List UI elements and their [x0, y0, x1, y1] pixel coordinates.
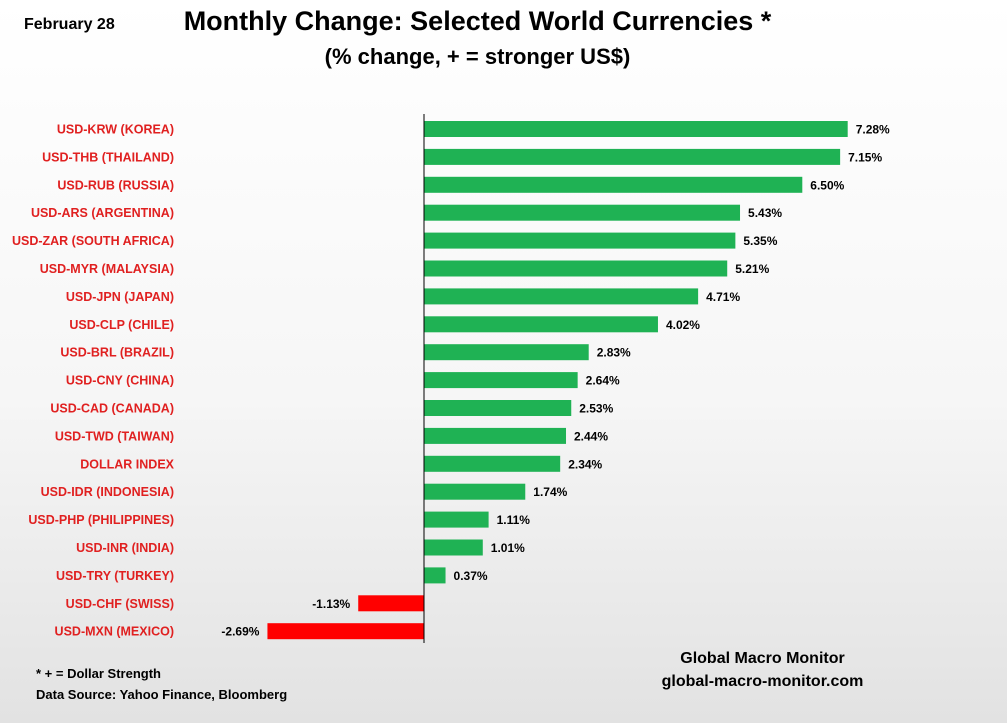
- data-label: -1.13%: [312, 597, 350, 611]
- data-label: 1.01%: [491, 541, 525, 555]
- data-label: 2.53%: [579, 402, 613, 416]
- data-label: 1.11%: [497, 513, 531, 527]
- data-label: 5.35%: [743, 234, 777, 248]
- brand-url: global-macro-monitor.com: [661, 673, 864, 690]
- data-label: 2.34%: [568, 457, 602, 471]
- data-label: 2.83%: [597, 346, 631, 360]
- bar: [424, 121, 848, 137]
- category-label: USD-MXN (MEXICO): [55, 625, 174, 639]
- bar: [424, 204, 741, 221]
- bar: [424, 567, 446, 584]
- category-label: USD-THB (THAILAND): [42, 150, 174, 164]
- category-label: USD-CLP (CHILE): [69, 318, 174, 332]
- bar: [424, 400, 572, 416]
- data-label: 4.71%: [706, 290, 740, 304]
- bar: [424, 232, 736, 249]
- data-label: 5.21%: [735, 262, 769, 276]
- bar: [424, 483, 526, 500]
- bar: [424, 511, 489, 528]
- bar: [424, 176, 803, 193]
- chart-title: Monthly Change: Selected World Currencie…: [183, 6, 772, 36]
- data-label: 6.50%: [810, 178, 844, 192]
- category-label: USD-TWD (TAIWAN): [55, 429, 174, 443]
- bar: [424, 316, 658, 333]
- category-label: USD-JPN (JAPAN): [66, 290, 174, 304]
- bar: [424, 427, 567, 444]
- data-label: 7.15%: [848, 150, 882, 164]
- bar: [424, 539, 483, 556]
- category-label: USD-TRY (TURKEY): [56, 569, 174, 583]
- category-label: DOLLAR INDEX: [80, 457, 174, 471]
- category-label: USD-INR (INDIA): [76, 541, 174, 555]
- category-label: USD-IDR (INDONESIA): [41, 485, 174, 499]
- data-label: 2.64%: [586, 374, 620, 388]
- category-label: USD-BRL (BRAZIL): [60, 346, 174, 360]
- category-label: USD-ARS (ARGENTINA): [31, 206, 174, 220]
- category-label: USD-PHP (PHILIPPINES): [28, 513, 174, 527]
- bar: [358, 595, 424, 612]
- category-label: USD-CAD (CANADA): [50, 402, 174, 416]
- category-label: USD-CNY (CHINA): [66, 374, 174, 388]
- data-label: 0.37%: [454, 569, 488, 583]
- data-label: 4.02%: [666, 318, 700, 332]
- data-label: 2.44%: [574, 429, 608, 443]
- data-label: 5.43%: [748, 206, 782, 220]
- chart-date: February 28: [24, 16, 115, 33]
- bar: [424, 372, 578, 389]
- data-label: 1.74%: [533, 485, 567, 499]
- bar: [424, 288, 699, 305]
- category-label: USD-ZAR (SOUTH AFRICA): [12, 234, 174, 248]
- footnote-dollar-strength: * + = Dollar Strength: [36, 666, 161, 681]
- data-label: 7.28%: [856, 123, 890, 137]
- category-label: USD-MYR (MALAYSIA): [40, 262, 174, 276]
- bar: [424, 260, 728, 277]
- category-label: USD-RUB (RUSSIA): [57, 178, 174, 192]
- data-label: -2.69%: [221, 625, 259, 639]
- bar: [424, 455, 561, 472]
- category-label: USD-CHF (SWISS): [66, 597, 174, 611]
- chart-subtitle: (% change, + = stronger US$): [324, 44, 631, 69]
- bar: [424, 148, 841, 165]
- bar: [267, 623, 424, 640]
- data-source-note: Data Source: Yahoo Finance, Bloomberg: [36, 687, 288, 702]
- category-label: USD-KRW (KOREA): [57, 123, 174, 137]
- brand-name: Global Macro Monitor: [680, 650, 845, 667]
- bar: [424, 344, 589, 361]
